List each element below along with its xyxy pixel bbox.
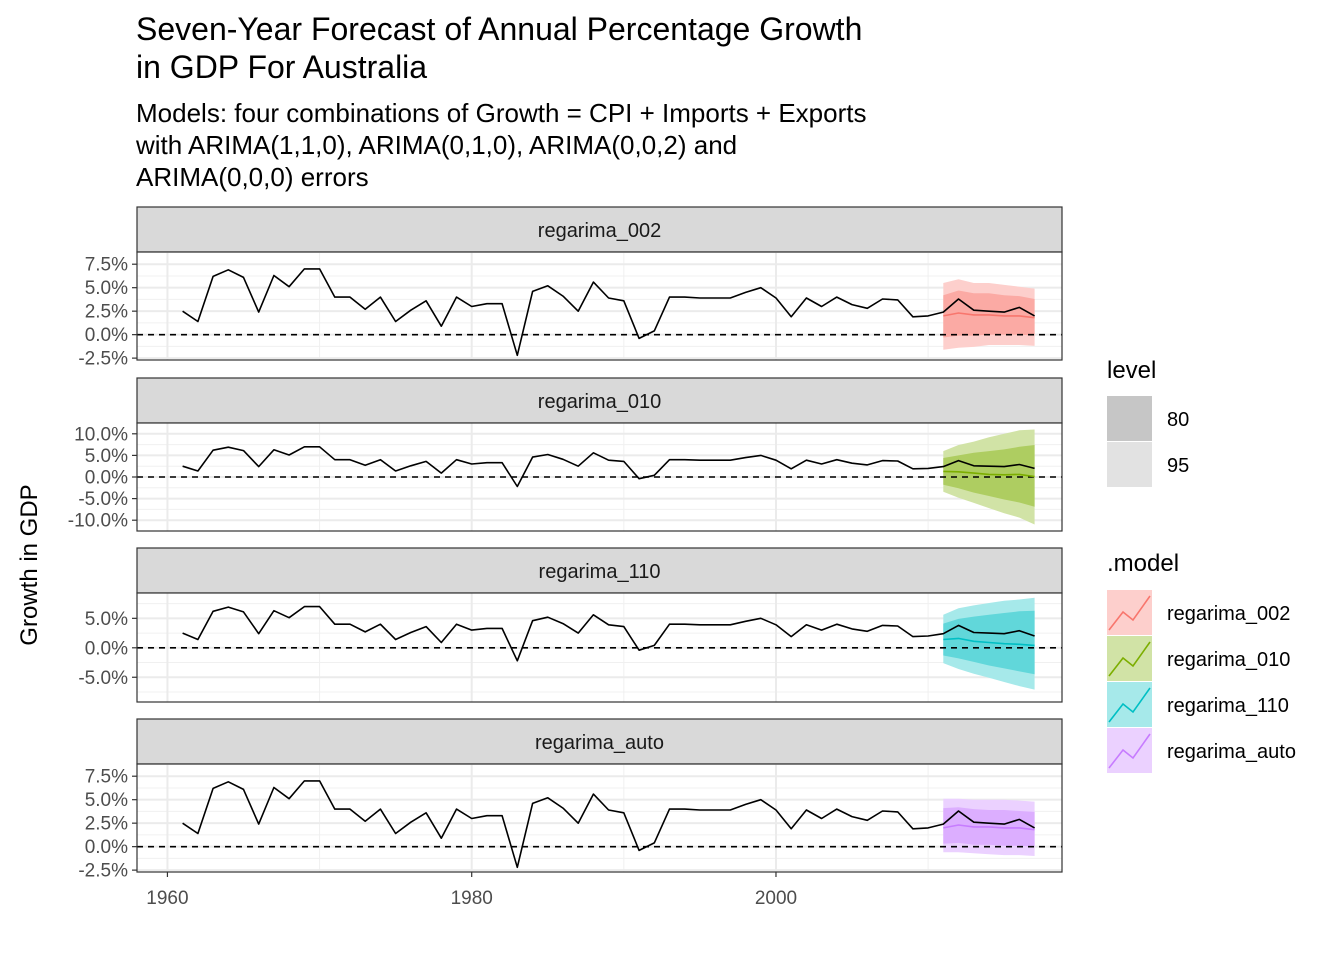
y-tick-label: -2.5% [78,349,128,370]
y-tick-label: 5.0% [85,609,128,630]
facet-panel-regarima_110: regarima_110 -5.0% 0.0% 5.0% [78,547,1063,703]
facet-strip-label: regarima_010 [538,391,661,413]
forecast-mean-line [943,637,1035,647]
y-tick-label: -5.0% [78,489,128,510]
y-tick-label: 0.0% [85,837,128,858]
chart-title-line-2: in GDP For Australia [136,49,427,85]
facet-panel-regarima_010: regarima_010 -10.0%-5.0%0.0%5.0%10.0% [68,377,1063,532]
legend-level-key-95 [1107,442,1152,487]
y-tick-label: 7.5% [85,767,128,788]
legend-level-label: 95 [1167,455,1189,477]
x-axis: 1960 1980 2000 [146,872,797,909]
facet-panel-regarima_002: regarima_002 -2.5% 0.0%2.5% 5.0%7.5% [78,206,1063,370]
y-tick-label: 2.5% [85,302,128,323]
interval-band-80 [943,445,1035,507]
legend-model-label: regarima_002 [1167,603,1290,625]
x-tick-label: 1980 [451,888,493,909]
y-axis-title: Growth in GDP [16,484,43,645]
panel-plot-area [137,764,1062,872]
actual-growth-line [182,268,1035,357]
actual-growth-line [182,605,1035,662]
legend-model-label: regarima_010 [1167,649,1290,671]
forecast-mean-line [943,470,1035,478]
legend-key-line [1108,595,1151,631]
chart-subtitle-line-3: ARIMA(0,0,0) errors [136,162,369,192]
panel-border [136,251,1063,361]
interval-band-80 [943,290,1035,338]
y-tick-label: -2.5% [78,861,128,882]
facet-strip [136,547,1063,594]
facet-strip [136,206,1063,253]
legend-level-title: level [1107,357,1156,384]
legend-model-key-regarima_auto [1107,728,1152,773]
legend-key-line [1108,687,1151,723]
y-tick-label: 0.0% [85,638,128,659]
forecast-mean-line [943,824,1035,831]
y-tick-label: 7.5% [85,255,128,276]
legend-model-title: .model [1107,550,1179,577]
y-tick-label: 5.0% [85,790,128,811]
y-tick-label: 5.0% [85,446,128,467]
y-tick-label: 0.0% [85,468,128,489]
legend-key-line [1108,733,1151,769]
legend-key-fill [1107,682,1152,727]
y-tick-label: 10.0% [74,424,128,445]
legend-model-key-regarima_110 [1107,682,1152,727]
legend-model-key-regarima_010 [1107,636,1152,681]
y-tick-label: 0.0% [85,325,128,346]
y-tick-label: -10.0% [68,511,128,532]
facet-panels: regarima_002-2.5%0.0%2.5%5.0%7.5%regarim… [68,206,1063,882]
panel-border [136,763,1063,873]
facet-strip-label: regarima_110 [539,561,661,583]
chart-subtitle-line-1: Models: four combinations of Growth = CP… [136,98,866,128]
facet-strip [136,718,1063,765]
legend-key-fill [1107,636,1152,681]
y-tick-label: 5.0% [85,278,128,299]
y-tick-label: -5.0% [78,668,128,689]
panel-plot-area [137,252,1062,360]
chart-subtitle-line-2: with ARIMA(1,1,0), ARIMA(0,1,0), ARIMA(0… [135,130,737,160]
legend-model-label: regarima_110 [1167,695,1289,717]
actual-growth-line [182,780,1035,869]
x-tick-label: 2000 [755,888,797,909]
legend-level-label: 80 [1167,409,1189,431]
panel-background [137,252,1062,360]
forecast-mean-line [943,312,1035,319]
panel-plot-area [137,593,1062,702]
legend-key-fill [1107,590,1152,635]
legend-level-key-80 [1107,396,1152,441]
actual-growth-line [182,446,1035,488]
facet-strip-label: regarima_002 [538,220,661,242]
chart-title-line-1: Seven-Year Forecast of Annual Percentage… [136,11,862,47]
facet-panel-regarima_auto: regarima_auto -2.5% 0.0%2.5% 5.0%7.5% [78,718,1063,882]
legend: level 80 95 .model regarima_002 regarima_010r… [1107,357,1296,773]
panel-plot-area [137,423,1062,531]
facet-strip-label: regarima_auto [535,732,664,754]
legend-model-label: regarima_auto [1167,741,1296,763]
legend-key-fill [1107,728,1152,773]
legend-model-key-regarima_002 [1107,590,1152,635]
facet-strip [136,377,1063,424]
panel-background [137,764,1062,872]
legend-key-line [1108,641,1151,677]
x-tick-label: 1960 [146,888,188,909]
y-tick-label: 2.5% [85,814,128,835]
